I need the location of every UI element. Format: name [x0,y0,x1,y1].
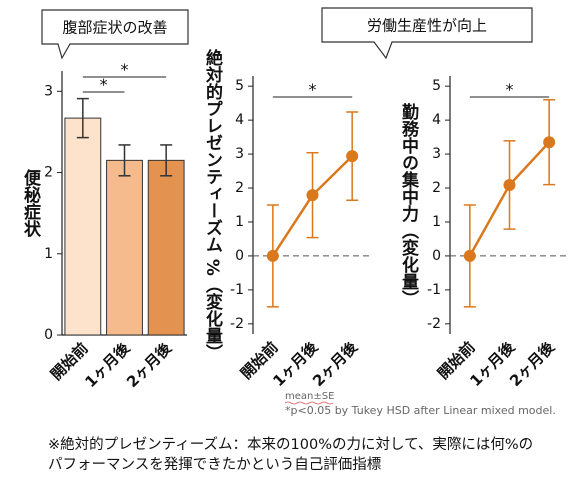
bar [106,159,143,336]
y-tick-label: -1 [230,282,244,298]
point [266,249,279,262]
significance-label: * [309,80,317,99]
y-axis-label: 勤務中の集中力（変化量） [398,103,420,307]
point [346,150,359,163]
footnote-stat: mean±SE [285,391,334,402]
bar [64,117,102,336]
y-tick-label: 4 [432,112,441,128]
y-tick-label: -2 [427,316,441,332]
point [463,249,476,262]
y-tick-label: -2 [230,316,244,332]
point [503,178,516,191]
y-axis-label: 便秘症状 [20,168,41,238]
y-tick-label: 5 [235,78,244,94]
y-axis-label: 絶対的プレゼンティーズム %（変化量） [202,48,224,361]
bar [147,159,185,336]
significance-label: * [121,60,129,79]
point [306,189,319,202]
callout-text: 労働生産性が向上 [367,17,487,35]
spell-underline [284,401,334,405]
note-line: ※絶対的プレゼンティーズム：本来の100%の力に対して、実際には何%の [48,436,533,453]
y-tick-label: 0 [432,248,441,264]
y-tick-label: 2 [44,165,53,181]
y-tick-label: 3 [235,146,244,162]
y-tick-label: 5 [432,78,441,94]
y-tick-label: 3 [44,83,53,99]
y-tick-label: 1 [44,246,53,262]
note-line: パフォーマンスを発揮できたかという自己評価指標 [48,456,382,473]
y-tick-label: 2 [235,180,244,196]
y-tick-label: -1 [427,282,441,298]
callout-text: 腹部症状の改善 [62,19,167,37]
y-tick-label: 0 [235,248,244,264]
significance-label: * [100,75,108,94]
y-tick-label: 1 [432,214,441,230]
callout-box [321,7,533,60]
callout-box [41,9,189,60]
significance-label: * [506,80,514,99]
y-tick-label: 1 [235,214,244,230]
y-tick-label: 3 [432,146,441,162]
footnote-test: *p<0.05 by Tukey HSD after Linear mixed … [285,404,556,417]
y-tick-label: 2 [432,180,441,196]
y-tick-label: 4 [235,112,244,128]
point [543,136,556,149]
y-tick-label: 0 [44,327,53,343]
